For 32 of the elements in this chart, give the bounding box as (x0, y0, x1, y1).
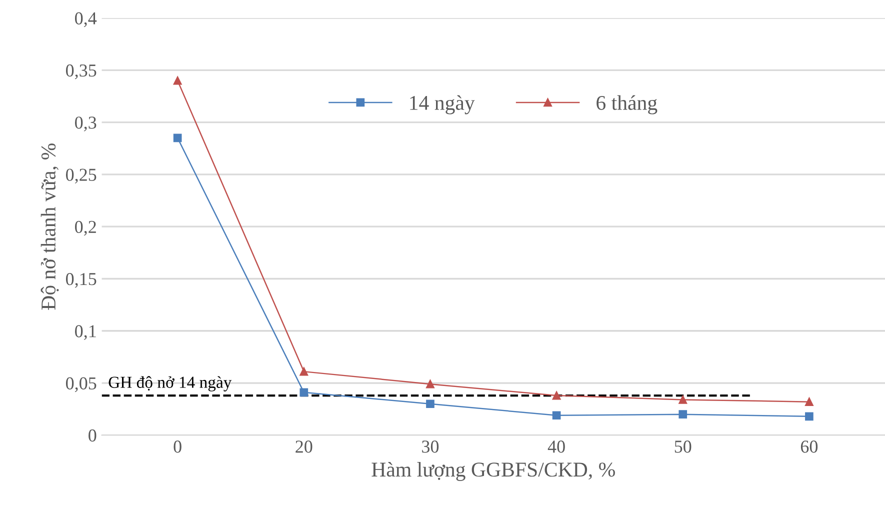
y-tick-label: 0,05 (66, 377, 96, 392)
point (173, 134, 182, 142)
ref-line-label: GH độ nở 14 ngày (108, 376, 232, 392)
x-tick-label: 20 (296, 440, 312, 453)
point (426, 400, 434, 408)
legend-label: 14 ngày (410, 95, 475, 114)
legend-label: 6 tháng (596, 95, 658, 114)
point (552, 411, 561, 420)
y-tick-label: 0,15 (66, 273, 96, 288)
point (805, 412, 814, 421)
point (300, 367, 308, 376)
y-tick-label: 0,35 (66, 64, 96, 80)
x-tick-label: 30 (422, 440, 439, 453)
x-axis-title: Hàm lượng GGBFS/CKD, % (372, 462, 615, 481)
y-tick-label: 0,3 (75, 116, 96, 132)
x-tick-label: 40 (548, 440, 565, 453)
y-tick-label: 0,1 (75, 325, 96, 340)
point (426, 380, 434, 388)
y-tick-label: 0,2 (75, 220, 96, 236)
y-tick-label: 0 (88, 429, 96, 442)
point (300, 388, 308, 397)
point (678, 410, 688, 418)
point (173, 76, 182, 85)
point (552, 391, 561, 400)
x-tick-label: 50 (674, 440, 692, 453)
point (678, 396, 688, 404)
y-tick-label: 0,25 (66, 168, 96, 184)
x-tick-label: 60 (800, 440, 818, 453)
y-tick-label: 0,4 (75, 12, 97, 28)
y-axis-title: Độ nở thanh vữa, % (40, 144, 59, 310)
x-tick-label: 0 (174, 440, 182, 453)
point (805, 398, 814, 406)
